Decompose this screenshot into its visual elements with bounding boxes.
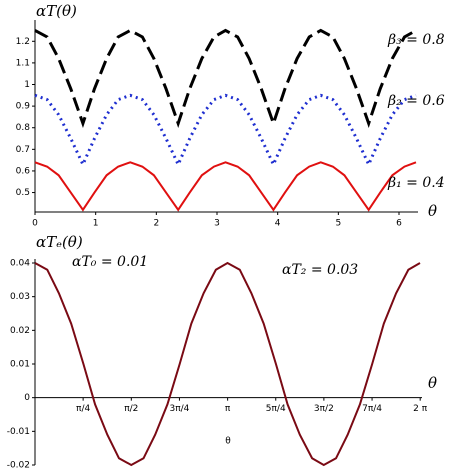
line-series [34, 161, 417, 212]
y-tick-label: 0.9 [16, 102, 31, 112]
y-tick-label: 0.02 [10, 326, 30, 336]
x-tick-label: 3π/2 [314, 404, 334, 414]
x-tick-label: π/4 [76, 404, 90, 414]
x-tick-label: π [225, 404, 231, 414]
x-axis-label: θ [428, 202, 437, 220]
series-label: β₂ = 0.6 [387, 93, 445, 109]
y-tick-label: 1 [24, 80, 30, 90]
x-tick-label: 2 [153, 219, 159, 229]
line-series [34, 261, 421, 467]
x-tick-label: 1 [93, 219, 99, 229]
y-tick-label: 0.7 [16, 145, 30, 155]
x-tick-label: 4 [275, 219, 281, 229]
y-axis-label: αT(θ) [36, 2, 77, 20]
y-tick-label: 0 [24, 393, 30, 403]
y-tick-label: 0.04 [10, 259, 30, 269]
y-tick-label: 1.1 [16, 58, 30, 68]
x-tick-label: 5 [335, 219, 341, 229]
y-tick-label: 0.6 [16, 166, 31, 176]
x-axis-label: θ [428, 374, 437, 392]
y-axis-label: αTₑ(θ) [36, 233, 83, 251]
y-tick-label: 0.01 [10, 360, 30, 370]
y-tick-label: -0.01 [7, 427, 30, 437]
y-tick-label: 1.2 [16, 37, 30, 47]
x-tick-label: π/2 [124, 404, 138, 414]
line-series [34, 93, 417, 169]
y-tick-label: 0.03 [10, 292, 30, 302]
series-label: β₁ = 0.4 [387, 175, 445, 191]
series-label: β₃ = 0.8 [387, 32, 445, 48]
y-tick-label: -0.02 [7, 461, 30, 471]
x-sub-label: θ [225, 437, 231, 447]
y-tick-label: 0.8 [16, 123, 31, 133]
x-tick-label: 0 [32, 219, 38, 229]
x-tick-label: 5π/4 [266, 404, 286, 414]
line-series [34, 28, 417, 129]
x-tick-label: 3π/4 [169, 404, 189, 414]
annotation: αT₀ = 0.01 [72, 254, 148, 270]
y-tick-label: 0.5 [16, 188, 30, 198]
x-tick-label: 6 [396, 219, 402, 229]
x-tick-label: 7π/4 [362, 404, 382, 414]
x-tick-label: 3 [214, 219, 220, 229]
x-tick-label: 2 π [413, 404, 428, 414]
annotation: αT₂ = 0.03 [282, 262, 358, 278]
